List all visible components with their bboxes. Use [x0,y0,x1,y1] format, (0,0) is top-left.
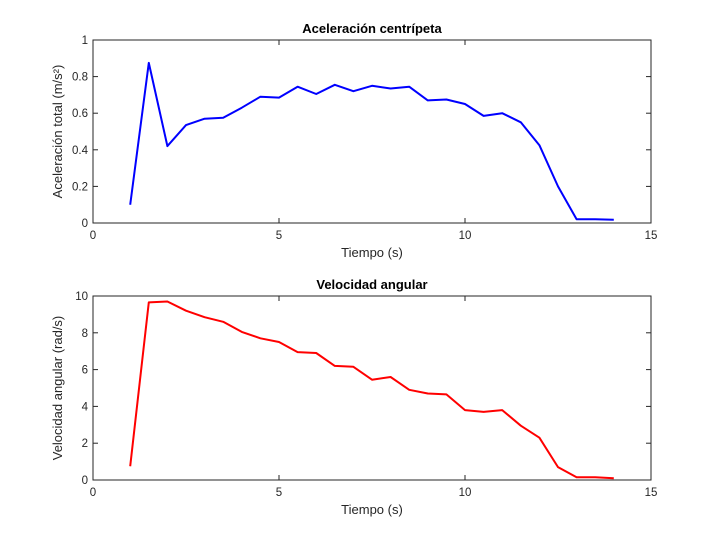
y-tick-label: 10 [75,291,88,303]
x-tick-label: 5 [276,487,282,499]
x-tick-label: 0 [90,487,96,499]
y-tick-label: 0.4 [72,145,89,157]
y-tick-label: 8 [82,328,88,340]
x-tick-label: 0 [90,230,96,242]
x-tick-label: 15 [645,487,658,499]
x-axis-label: Tiempo (s) [341,245,403,260]
y-tick-label: 0 [82,218,88,230]
y-tick-label: 6 [82,365,88,377]
y-tick-label: 0.8 [72,72,88,84]
x-tick-label: 5 [276,230,282,242]
x-tick-label: 15 [645,230,658,242]
axes-box [92,295,652,481]
y-tick-label: 1 [82,35,88,47]
axes-box [92,39,652,224]
chart-title: Aceleración centrípeta [302,21,442,36]
series-line [129,300,614,480]
y-tick-label: 0.6 [72,108,88,120]
chart-title: Velocidad angular [316,277,427,292]
y-tick-label: 0 [82,475,88,487]
x-tick-label: 10 [459,230,472,242]
y-tick-label: 2 [82,438,88,450]
chart-bottom: 0 5 10 15 0 2 4 6 8 10 Velocidad angular Tiempo (s)… [50,277,657,517]
x-tick-label: 10 [459,487,472,499]
x-axis-label: Tiempo (s) [341,502,403,517]
y-axis-label: Velocidad angular (rad/s) [50,316,65,461]
y-tick-label: 0.2 [72,181,88,193]
y-axis-label: Aceleración total (m/s²) [50,65,65,199]
y-tick-label: 4 [82,401,89,413]
series-line [129,61,614,221]
chart-top: 0 5 10 15 0 0.2 0.4 0.6 0.8 1 Aceleración centrípe… [50,21,657,260]
